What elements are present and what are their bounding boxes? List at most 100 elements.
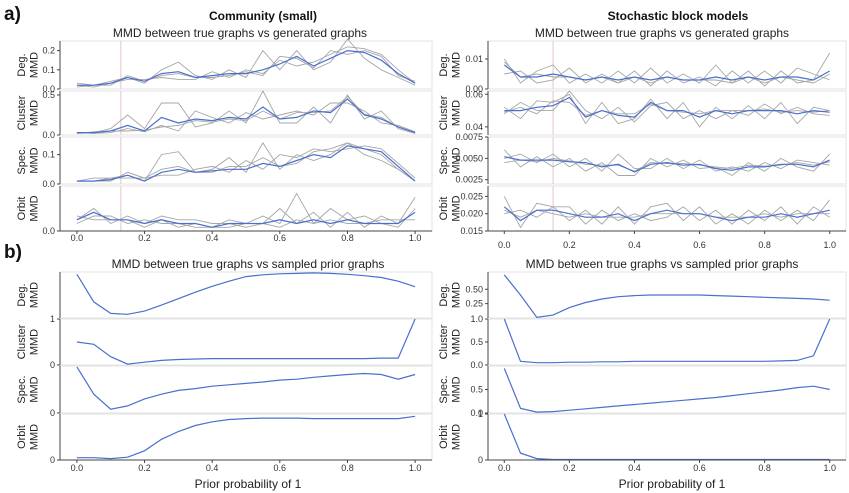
- panel-a-left-3: 0.0 OrbitMMD: [16, 185, 433, 236]
- title-a-right: MMD between true graphs vs generated gra…: [535, 26, 789, 40]
- y-axis-label-line: Spec.: [16, 146, 28, 174]
- y-tick-label: 0.0: [470, 408, 483, 418]
- mean-series-line: [504, 156, 830, 173]
- column-title-right: Stochastic block models: [608, 9, 749, 23]
- y-axis-label-line: MMD: [451, 424, 463, 450]
- x-tick-label: 0.4: [628, 463, 641, 473]
- y-axis-label: ClusterMMD: [16, 324, 41, 359]
- gray-run-line-1: [504, 206, 830, 225]
- xlabel-left: Prior probability of 1: [195, 477, 302, 491]
- y-axis-label: Deg.MMD: [16, 52, 41, 78]
- label-b: b): [4, 242, 22, 263]
- y-axis-label-line: Orbit: [438, 197, 450, 221]
- y-axis-label-line: MMD: [29, 147, 41, 173]
- y-tick-label: 0.5: [470, 385, 483, 395]
- y-axis-label-line: Deg.: [438, 283, 450, 306]
- x-tick-label: 0.8: [758, 240, 771, 250]
- gray-run-line-2: [76, 215, 416, 228]
- y-tick-label: 0: [478, 455, 483, 465]
- panel-frame: [487, 318, 847, 366]
- mean-series-line: [503, 274, 830, 319]
- panel-b-right-2: 0.0 0.5 Spec.MMD: [438, 365, 847, 418]
- y-axis-label: ClusterMMD: [438, 95, 463, 130]
- y-axis-label: Spec.MMD: [16, 146, 41, 174]
- y-tick-label: 0.01: [465, 54, 483, 64]
- gray-run-line-2: [504, 209, 830, 218]
- x-tick-label: 0.8: [341, 463, 354, 473]
- y-axis-label-line: MMD: [29, 100, 41, 126]
- mean-series-line: [503, 318, 831, 364]
- y-axis-label-line: Deg.: [16, 283, 28, 306]
- x-tick-label: 0.4: [628, 240, 641, 250]
- y-tick-label: 0.0050: [455, 153, 483, 163]
- y-axis-label: Spec.MMD: [438, 146, 463, 174]
- y-tick-label: 0.50: [465, 284, 483, 294]
- x-tick-label: 0.2: [563, 240, 576, 250]
- y-tick-label: 0.0: [42, 130, 55, 140]
- x-tick-label: 0.8: [341, 233, 354, 243]
- y-axis-label-line: Spec.: [16, 375, 28, 403]
- panel-b-right-1: 0.0 0.5 1.0 ClusterMMD: [438, 314, 847, 370]
- y-axis-label-line: MMD: [29, 329, 41, 355]
- y-axis-label-line: Spec.: [438, 146, 450, 174]
- y-axis-label-line: MMD: [29, 195, 41, 221]
- y-tick-label: 0.5: [42, 90, 55, 100]
- y-axis-label-line: MMD: [451, 329, 463, 355]
- chart-a-left: 0.00.10.2Deg.MMD0.00.5ClusterMMD0.00.1Sp…: [16, 38, 433, 243]
- x-tick-label: 0.6: [274, 233, 287, 243]
- mean-series-line: [76, 98, 416, 134]
- panel-frame: [59, 413, 433, 461]
- x-tick-label: 0.0: [71, 233, 84, 243]
- gray-run-line-0: [503, 149, 831, 177]
- panel-b-left-2: 0 Spec.MMD: [16, 365, 433, 418]
- title-b-right: MMD between true graphs vs sampled prior…: [526, 257, 799, 271]
- gray-run-line-0: [76, 90, 416, 134]
- x-tick-label: 1.0: [823, 463, 836, 473]
- y-tick-label: 0.025: [460, 191, 483, 201]
- y-tick-label: 0.0: [42, 226, 55, 236]
- x-tick-label: 0.0: [498, 463, 511, 473]
- y-tick-label: 0.0: [42, 84, 55, 94]
- panel-a-left-1: 0.0 0.5 ClusterMMD: [16, 90, 433, 140]
- y-tick-label: 0.2: [42, 46, 55, 56]
- panel-b-left-0: Deg.MMD: [16, 271, 433, 319]
- x-tick-label: 0.6: [274, 463, 287, 473]
- y-tick-label: 0: [50, 455, 55, 465]
- y-axis-label-line: MMD: [451, 147, 463, 173]
- y-axis-label-line: Cluster: [16, 324, 28, 359]
- y-axis-label-line: MMD: [451, 100, 463, 126]
- y-axis-label-line: MMD: [451, 282, 463, 308]
- x-tick-label: 0.0: [498, 240, 511, 250]
- panel-frame: [59, 365, 433, 414]
- y-tick-label: 0.04: [465, 122, 483, 132]
- y-axis-label-line: Cluster: [438, 95, 450, 130]
- panel-b-left-1: 0 1 ClusterMMD: [16, 314, 433, 370]
- panel-b-left-3: 0 OrbitMMD: [16, 413, 433, 465]
- mean-series-line: [76, 318, 416, 365]
- y-axis-label-line: Orbit: [438, 425, 450, 449]
- mean-series-line: [76, 211, 416, 228]
- gray-run-line-1: [76, 46, 416, 88]
- panel-frame: [487, 413, 847, 461]
- y-axis-label-line: Orbit: [16, 197, 28, 221]
- y-tick-label: 0.0075: [455, 132, 483, 142]
- x-tick-label: 1.0: [409, 233, 422, 243]
- y-axis-label-line: Deg.: [16, 53, 28, 76]
- y-axis-label-line: MMD: [451, 52, 463, 78]
- x-tick-label: 0.0: [71, 463, 84, 473]
- panel-frame: [59, 271, 433, 319]
- mean-series-line: [76, 272, 416, 315]
- gray-run-line-2: [76, 142, 416, 182]
- y-tick-label: 0.5: [470, 337, 483, 347]
- y-axis-label-line: Cluster: [16, 95, 28, 130]
- y-axis-label: Deg.MMD: [438, 282, 463, 308]
- y-axis-label-line: MMD: [29, 424, 41, 450]
- mean-series-line: [503, 206, 830, 222]
- y-tick-label: 0.06: [465, 89, 483, 99]
